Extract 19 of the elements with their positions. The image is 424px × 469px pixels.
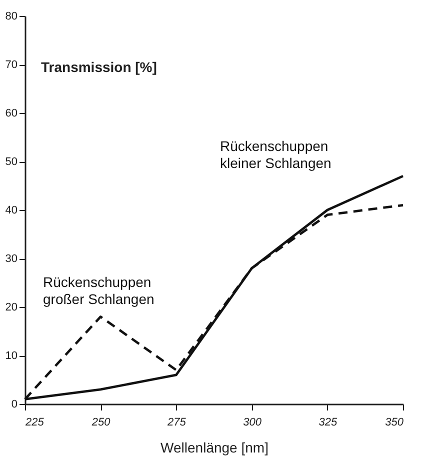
x-tick-label: 275 — [166, 416, 187, 428]
x-axis-title: Wellenlänge [nm] — [160, 440, 268, 456]
x-tick-label: 225 — [24, 416, 45, 428]
y-tick-label: 20 — [5, 302, 18, 314]
y-tick-label: 0 — [11, 398, 18, 410]
x-tick-label: 300 — [243, 416, 262, 428]
text: Rückenschuppen kleiner Schlangen — [220, 138, 332, 171]
y-tick-label: 30 — [5, 253, 18, 265]
y-tick-label: 40 — [5, 204, 18, 216]
x-tick-label: 250 — [90, 416, 112, 428]
y-axis-title: Transmission [%] — [41, 59, 157, 75]
y-tick-label: 70 — [5, 59, 18, 71]
x-tick-label: 325 — [318, 416, 338, 428]
y-tick-label: 80 — [5, 10, 18, 22]
y-tick-label: 60 — [5, 108, 18, 120]
y-tick-label: 50 — [5, 156, 18, 168]
series-label: Rückenschuppen großer Schlangen — [43, 274, 154, 307]
y-tick-label: 10 — [5, 350, 18, 362]
x-tick-label: 350 — [385, 416, 404, 428]
